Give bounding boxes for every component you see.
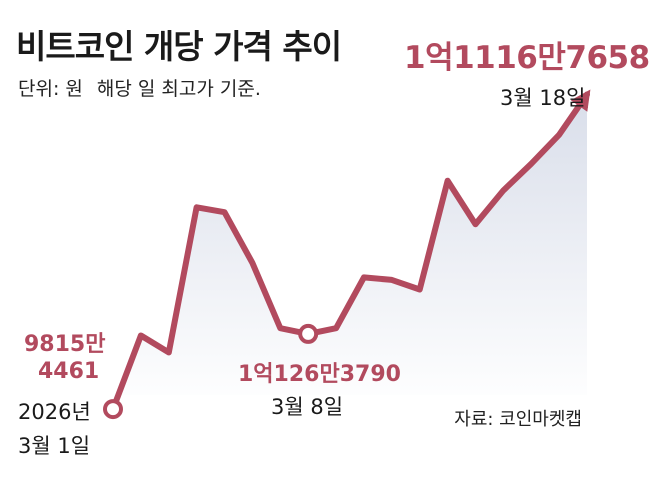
page-title: 비트코인 개당 가격 추이	[16, 27, 342, 66]
note-label: 해당 일 최고가 기준.	[96, 78, 261, 100]
start-date-label-1: 2026년	[18, 400, 91, 424]
unit-label: 단위: 원	[18, 78, 83, 100]
start-point-marker	[103, 399, 123, 420]
price-area	[113, 94, 587, 410]
price-line	[110, 91, 590, 413]
end-date-label: 3월 18일	[500, 86, 586, 110]
low-date-label: 3월 8일	[271, 395, 344, 419]
start-date-label-2: 3월 1일	[18, 434, 91, 458]
end-arrow-icon	[570, 89, 591, 112]
low-value-label: 1억126만3790	[238, 362, 401, 387]
end-value-label: 1억1116만7658	[404, 40, 650, 76]
low-point-marker	[298, 323, 319, 344]
source-label: 자료: 코인마켓캡	[454, 409, 582, 430]
start-value-label-1: 9815만	[24, 332, 106, 357]
start-value-label-2: 4461	[38, 359, 100, 384]
subtitle: 단위: 원 해당 일 최고가 기준.	[18, 74, 261, 101]
